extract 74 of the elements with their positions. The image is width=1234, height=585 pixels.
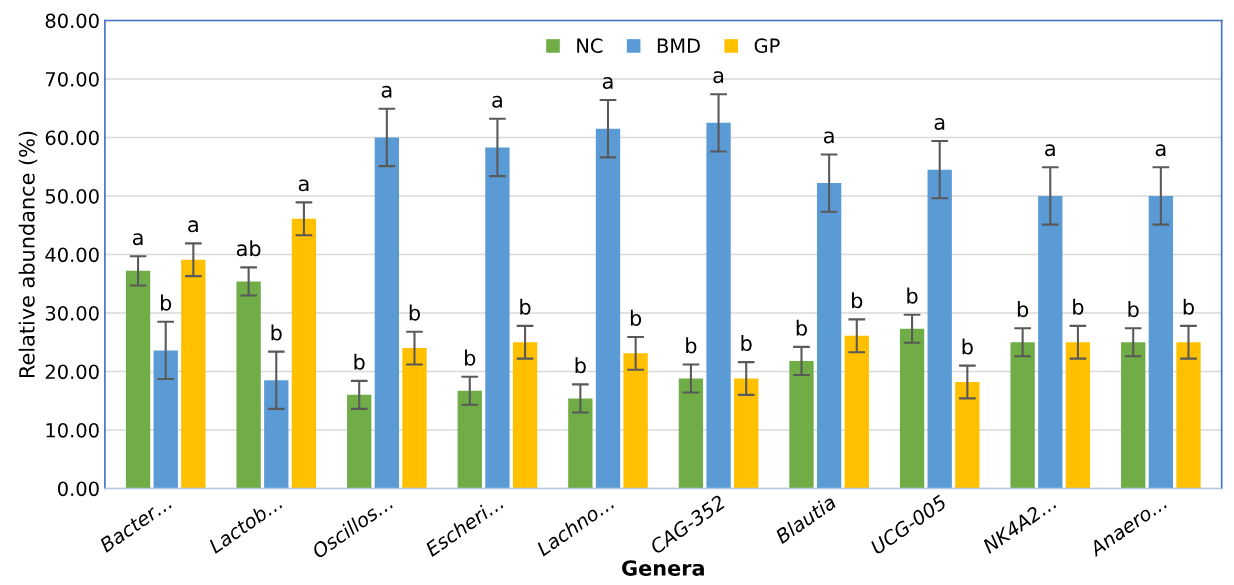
data-label: b — [354, 353, 365, 370]
data-label: b — [796, 319, 807, 336]
bar — [125, 270, 151, 489]
y-tick-label: 80.00 — [45, 13, 99, 29]
data-label: b — [852, 292, 863, 309]
data-label: b — [1183, 298, 1194, 315]
bar — [236, 281, 261, 489]
bar — [623, 353, 648, 489]
y-tick-label: 70.00 — [45, 71, 99, 87]
data-label: b — [1128, 301, 1139, 318]
y-axis-title: Relative abundance (%) — [18, 131, 38, 378]
data-label: b — [271, 324, 282, 341]
bar — [734, 378, 759, 489]
data-label: a — [1045, 144, 1055, 157]
data-label: b — [160, 294, 172, 311]
bar — [1121, 342, 1146, 489]
y-tick-label: 50.00 — [45, 188, 99, 204]
bar — [844, 335, 869, 489]
bar — [899, 328, 925, 489]
bar — [153, 350, 178, 489]
data-label: a — [1155, 144, 1166, 157]
bar — [457, 390, 482, 489]
data-label: ab — [236, 240, 261, 257]
bar — [927, 169, 952, 489]
bar — [1176, 342, 1201, 489]
bar — [485, 147, 510, 489]
bar — [1038, 195, 1063, 489]
bar — [789, 360, 814, 489]
data-label: b — [409, 304, 420, 321]
data-label: b — [962, 338, 973, 355]
data-label: b — [630, 309, 642, 326]
bar — [512, 342, 538, 489]
data-label: a — [602, 77, 613, 89]
y-tick-label: 60.00 — [45, 130, 99, 146]
bar — [595, 128, 621, 489]
data-label: b — [1073, 298, 1084, 315]
data-label: a — [298, 179, 309, 192]
data-label: a — [381, 85, 392, 98]
bar — [264, 380, 289, 489]
bar — [374, 137, 400, 489]
bar — [1065, 342, 1091, 489]
bar — [181, 259, 206, 489]
y-tick-label: 0.00 — [58, 481, 99, 497]
bar — [1010, 342, 1035, 489]
data-label: a — [132, 233, 143, 246]
data-label: a — [713, 71, 724, 84]
data-label: a — [188, 220, 198, 233]
bar — [678, 378, 704, 489]
x-axis-title: Genera — [622, 560, 704, 576]
bar — [402, 348, 427, 489]
data-label: b — [1017, 301, 1029, 318]
y-tick-label: 10.00 — [46, 422, 99, 438]
data-label: b — [575, 357, 586, 374]
bar — [706, 122, 731, 489]
bar — [816, 183, 842, 489]
bar — [347, 394, 372, 489]
legend-label: BMD — [657, 38, 700, 53]
data-label: a — [934, 117, 945, 130]
data-label: b — [520, 298, 531, 315]
legend-label: NC — [577, 38, 603, 54]
bar — [955, 382, 980, 489]
bar — [568, 398, 593, 489]
data-label: b — [465, 349, 476, 366]
y-tick-label: 30.00 — [45, 305, 99, 321]
y-tick-label: 40.00 — [45, 247, 99, 263]
bar — [291, 218, 317, 489]
data-label: a — [492, 95, 502, 108]
y-tick-label: 20.00 — [45, 364, 99, 380]
data-label: b — [686, 337, 697, 354]
data-label: b — [741, 334, 752, 352]
bar — [1148, 195, 1174, 489]
data-label: b — [907, 287, 918, 304]
data-label: a — [824, 131, 834, 144]
legend-label: GP — [754, 38, 780, 54]
